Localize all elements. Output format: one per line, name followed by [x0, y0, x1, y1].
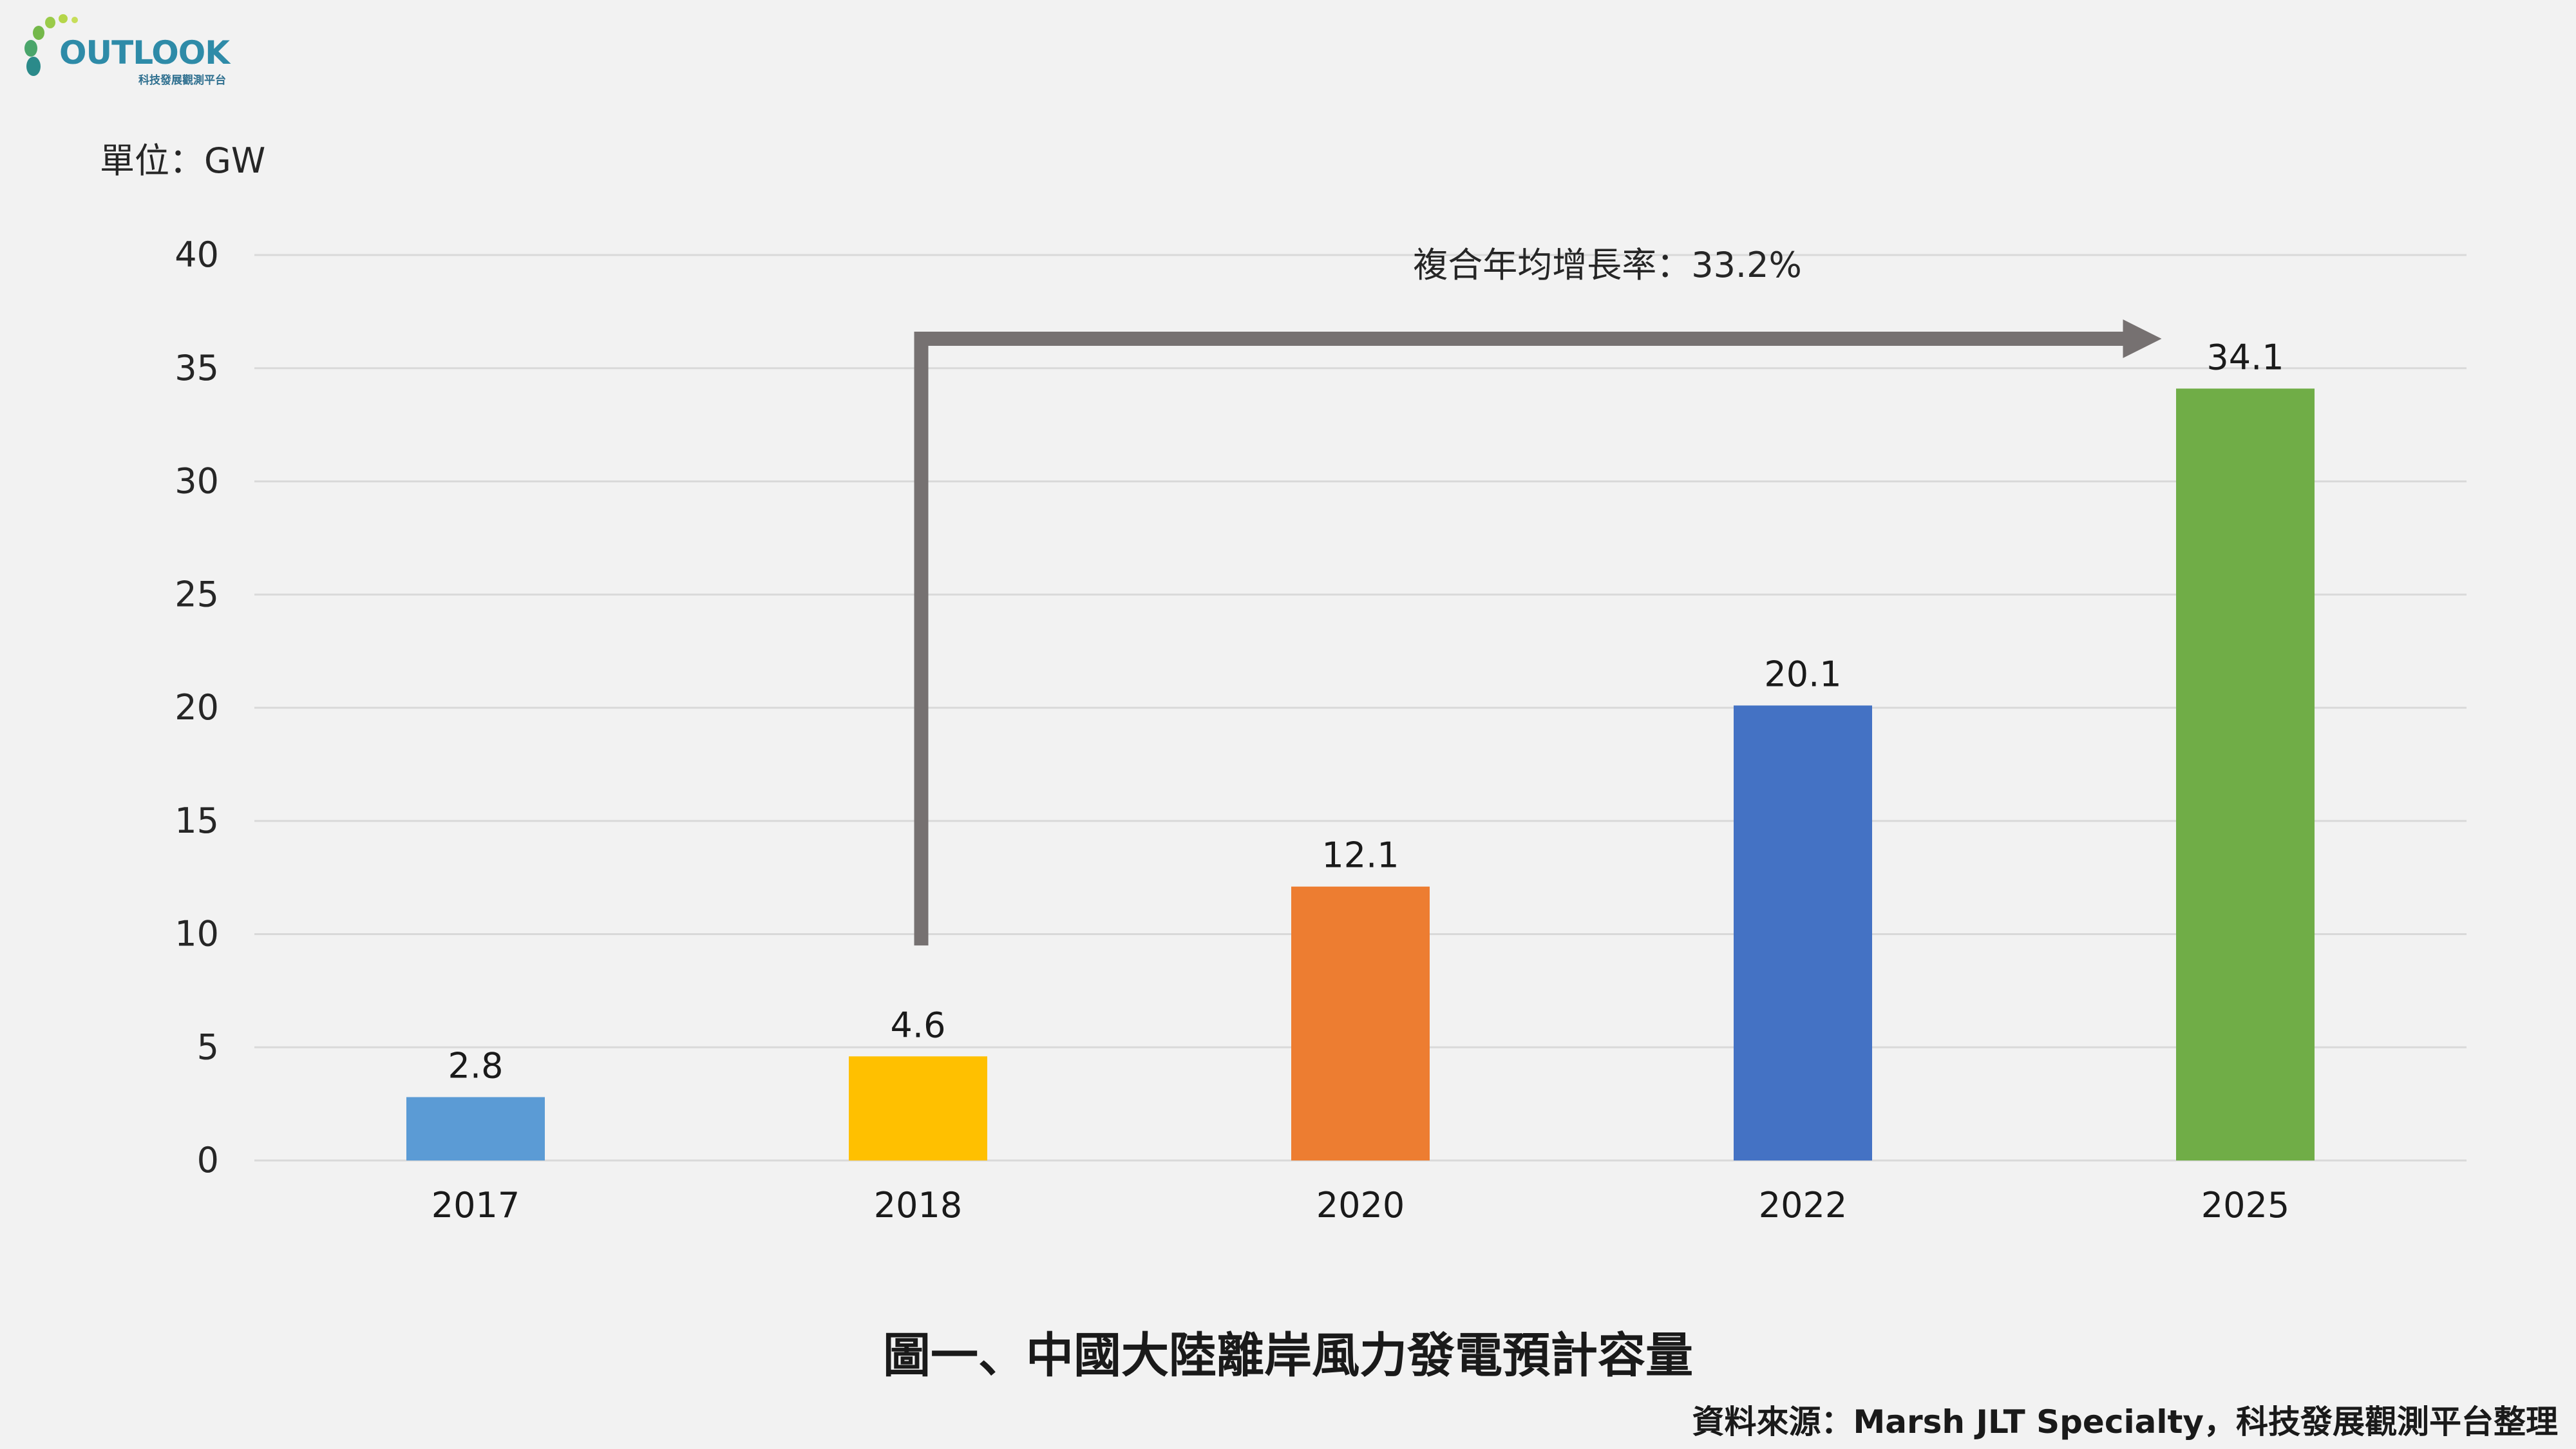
bar-2025: [2176, 388, 2315, 1160]
bar-2018: [849, 1056, 987, 1160]
logo-word: OUTLOOK: [59, 34, 230, 71]
cagr-arrow: [914, 332, 2126, 946]
logo-subtitle: 科技發展觀測平台: [138, 74, 226, 87]
y-tick-label: 35: [175, 348, 219, 388]
bar-2017: [406, 1097, 545, 1160]
data-label: 12.1: [1321, 835, 1399, 876]
y-tick-label: 20: [175, 687, 219, 728]
x-tick-label: 2022: [1759, 1185, 1847, 1226]
bar-2022: [1734, 705, 1872, 1160]
figure-caption: 圖一、中國大陸離岸風力發電預計容量: [883, 1328, 1693, 1383]
data-label: 4.6: [891, 1005, 946, 1045]
source-note: 資料來源：Marsh JLT Specialty，科技發展觀測平台整理: [1692, 1403, 2558, 1441]
y-tick-label: 5: [197, 1027, 219, 1067]
y-tick-label: 0: [197, 1140, 219, 1180]
logo: OUTLOOK 科技發展觀測平台: [19, 10, 238, 87]
data-label: 2.8: [448, 1046, 504, 1086]
x-tick-label: 2018: [874, 1185, 962, 1226]
x-tick-label: 2025: [2201, 1185, 2289, 1226]
bar-2020: [1291, 886, 1430, 1160]
logo-dots-icon: [24, 14, 78, 76]
y-tick-label: 40: [175, 234, 219, 275]
y-tick-label: 25: [175, 574, 219, 614]
data-label: 34.1: [2206, 337, 2284, 377]
y-tick-label: 15: [175, 800, 219, 841]
data-label: 20.1: [1764, 654, 1841, 694]
y-tick-label: 30: [175, 461, 219, 502]
x-tick-label: 2017: [431, 1185, 520, 1226]
unit-label: 單位：GW: [100, 140, 266, 181]
cagr-arrowhead: [2123, 319, 2162, 359]
x-tick-label: 2020: [1316, 1185, 1405, 1226]
y-tick-label: 10: [175, 914, 219, 954]
cagr-annotation: 複合年均增長率：33.2%: [1413, 245, 1802, 285]
